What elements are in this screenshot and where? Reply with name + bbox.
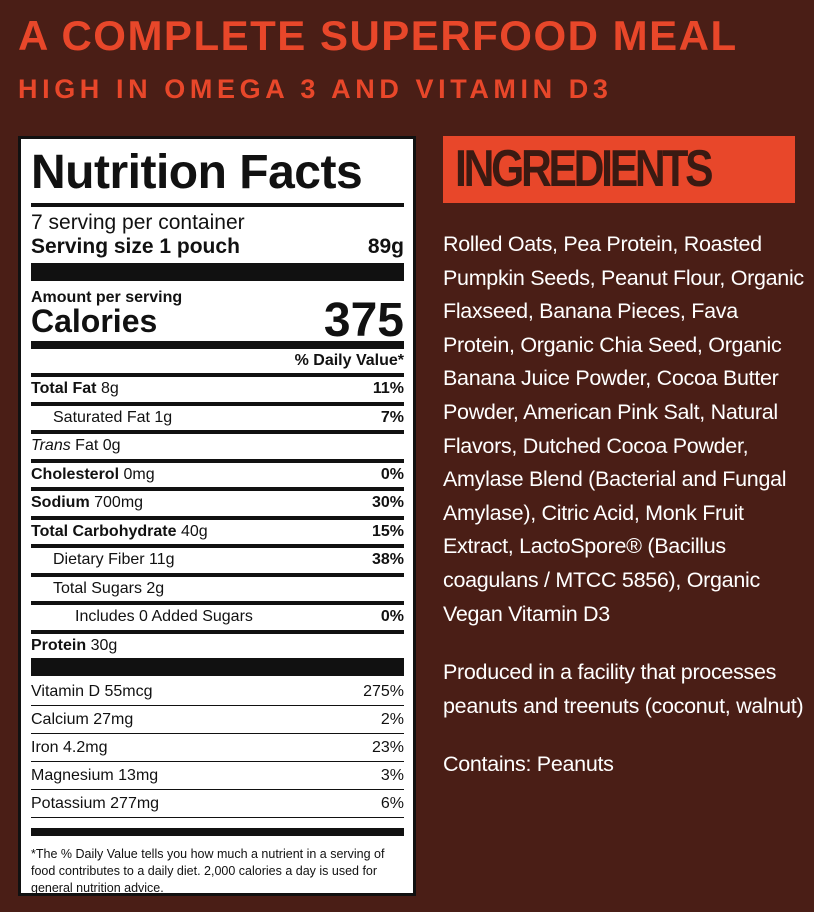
serving-size-value: 89g <box>367 235 404 258</box>
nutrient-row: Sodium 700mg 30% <box>31 491 404 520</box>
calories: Calories 375 <box>31 294 404 347</box>
nutrition-title: Nutrition Facts <box>31 145 404 207</box>
vitamin-name: Potassium 277mg <box>31 795 160 812</box>
nutrient-dv: 15% <box>371 522 404 540</box>
calories-value: 375 <box>323 294 404 347</box>
nutrient-row: Trans Fat 0g <box>31 434 404 463</box>
vitamin-name: Magnesium 13mg <box>31 767 159 784</box>
divider <box>31 263 404 281</box>
nutrient-row: Includes 0 Added Sugars 0% <box>31 605 404 634</box>
vitamin-dv: 275% <box>363 683 404 700</box>
nutrient-dv: 30% <box>371 494 404 511</box>
nutrient-name: Trans Fat 0g <box>31 437 121 454</box>
nutrient-row: Cholesterol 0mg 0% <box>31 463 404 491</box>
amount-per-serving: Amount per serving <box>31 289 183 306</box>
nutrient-name: Total Sugars 2g <box>53 579 165 597</box>
vitamin-dv: 3% <box>380 767 404 784</box>
divider <box>31 341 404 349</box>
ingredients-title: INGREDIENTS <box>455 140 714 198</box>
nutrient-name: Total Fat 8g <box>31 380 119 397</box>
nutrient-name: Cholesterol 0mg <box>31 465 155 483</box>
nutrient-name: Includes 0 Added Sugars <box>75 608 253 625</box>
vitamin-row: Magnesium 13mg 3% <box>31 762 404 790</box>
allergen-statement: Contains: Peanuts <box>443 752 614 777</box>
nutrient-dv: 11% <box>372 380 404 397</box>
vitamin-name: Vitamin D 55mcg <box>31 683 153 700</box>
nutrient-name: Saturated Fat 1g <box>53 408 173 426</box>
nutrient-name: Total Carbohydrate 40g <box>31 522 208 540</box>
vitamin-row: Calcium 27mg 2% <box>31 706 404 734</box>
headline: A COMPLETE SUPERFOOD MEAL <box>18 12 738 59</box>
servings-per-container: 7 serving per container <box>31 211 245 234</box>
vitamin-dv: 2% <box>380 711 404 728</box>
nutrient-row: Dietary Fiber 11g 38% <box>31 548 404 577</box>
ingredients-text: Rolled Oats, Pea Protein, Roasted Pumpki… <box>443 228 813 807</box>
calories-label: Calories <box>31 303 158 339</box>
nutrition-facts-label: Nutrition Facts 7 serving per container … <box>18 136 416 896</box>
nutrient-row: Total Carbohydrate 40g 15% <box>31 520 404 548</box>
ingredients-header: INGREDIENTS <box>443 136 795 203</box>
vitamin-row: Potassium 277mg 6% <box>31 790 404 818</box>
vitamin-rows: Vitamin D 55mcg 275% Calcium 27mg 2% Iron 4.… <box>31 678 404 818</box>
nutrient-dv: 38% <box>371 551 404 568</box>
nutrient-dv: 0% <box>380 608 404 625</box>
vitamin-name: Iron 4.2mg <box>31 739 108 756</box>
serving-size: Serving size 1 pouch 89g <box>31 235 404 259</box>
vitamin-dv: 6% <box>380 795 404 812</box>
daily-value-header: % Daily Value* <box>31 349 404 377</box>
subheadline: HIGH IN OMEGA 3 AND VITAMIN D3 <box>18 74 613 104</box>
nutrient-row: Total Sugars 2g <box>31 577 404 605</box>
nutrient-row: Saturated Fat 1g 7% <box>31 406 404 434</box>
vitamin-dv: 23% <box>371 739 404 756</box>
divider <box>31 658 404 676</box>
vitamin-row: Iron 4.2mg 23% <box>31 734 404 762</box>
nutrient-dv: 7% <box>380 408 404 426</box>
facility-statement: Produced in a facility that processes pe… <box>443 660 804 718</box>
ingredients-list: Rolled Oats, Pea Protein, Roasted Pumpki… <box>443 232 804 626</box>
nutrient-name: Protein 30g <box>31 636 118 654</box>
nutrient-dv: 0% <box>380 465 404 483</box>
serving-size-label: Serving size 1 pouch <box>31 235 240 258</box>
nutrient-row: Total Fat 8g 11% <box>31 377 404 406</box>
nutrient-name: Sodium 700mg <box>31 494 144 511</box>
footnote: *The % Daily Value tells you how much a … <box>31 828 404 897</box>
nutrient-row: Protein 30g <box>31 634 404 659</box>
nutrient-name: Dietary Fiber 11g <box>53 551 175 568</box>
vitamin-name: Calcium 27mg <box>31 711 134 728</box>
nutrient-rows: Total Fat 8g 11% Saturated Fat 1g 7% Trans F… <box>31 377 404 658</box>
vitamin-row: Vitamin D 55mcg 275% <box>31 678 404 706</box>
